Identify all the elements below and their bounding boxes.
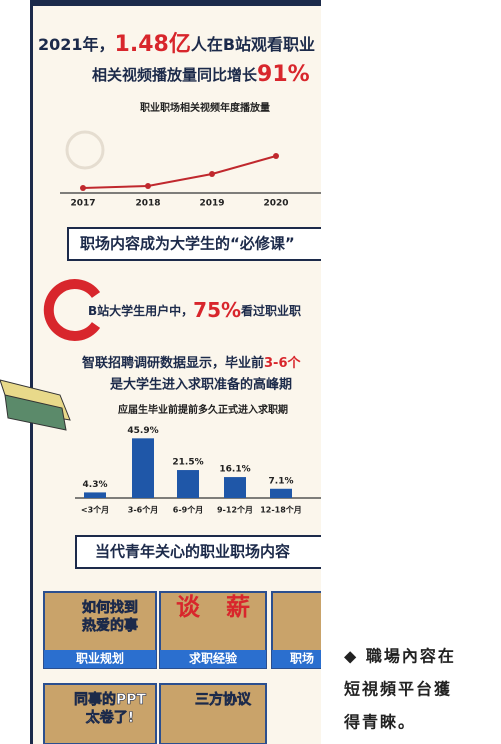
book-decoration: [4, 394, 67, 431]
tile: [159, 683, 267, 744]
x-tick-label: 2018: [135, 199, 160, 209]
c-arc: [43, 279, 101, 341]
tile-overlay: 薪: [226, 593, 250, 621]
tile-overlay: 如何找到: [82, 599, 138, 616]
text-part: 人在B站观看职业: [191, 35, 315, 54]
bar: [224, 477, 246, 498]
tile-overlay: 谈: [176, 593, 201, 621]
bar: [132, 438, 154, 498]
value-label: 45.9%: [127, 426, 158, 436]
x-tick-label: 2020: [263, 199, 288, 209]
rich-text: 相关视频播放量同比增长91%: [92, 62, 310, 87]
x-tick-label: 6-9个月: [173, 505, 203, 515]
tile-overlay: 三方协议: [195, 691, 252, 708]
caption: 得青睞。: [343, 713, 416, 732]
value-label: 4.3%: [83, 480, 108, 490]
text-part: 智联招聘调研数据显示，毕业前: [82, 355, 264, 371]
point: [80, 185, 86, 191]
bar: [84, 492, 106, 498]
chart-title: 应届生毕业前提前多久正式进入求职期: [118, 403, 288, 416]
x-tick-label: 2017: [70, 199, 95, 209]
rich-text: 2021年，1.48亿人在B站观看职业: [38, 32, 315, 57]
tile-overlay: 太卷了!: [86, 709, 134, 726]
text-part: 3-6个: [264, 355, 301, 371]
point: [145, 183, 151, 189]
text-part: 相关视频播放量同比增长: [92, 66, 258, 84]
top-border: [30, 0, 321, 6]
text-part: 看过职业职: [241, 303, 301, 318]
x-tick-label: 2019: [199, 199, 224, 209]
text-part: 1.48亿: [115, 32, 191, 57]
x-tick-label: <3个月: [81, 505, 109, 515]
tile-overlay: 热爱的事: [82, 617, 138, 634]
text-part: 2021年，: [38, 35, 115, 54]
text-part: B站大学生用户中，: [88, 303, 193, 318]
tile-label: 求职经验: [189, 651, 238, 666]
tile-label: 职业规划: [76, 651, 124, 666]
value-label: 16.1%: [219, 465, 250, 475]
point: [209, 171, 215, 177]
caption: 短視頻平台獲: [344, 680, 452, 699]
tile-label-bar: [44, 650, 156, 668]
bar: [270, 488, 292, 498]
line: [82, 155, 277, 189]
rich-text: 智联招聘调研数据显示，毕业前3-6个: [82, 355, 302, 371]
bar: [177, 470, 199, 498]
tile: [43, 683, 157, 744]
section-box: [67, 227, 321, 261]
tile-label-bar: [160, 650, 266, 668]
x-tick-label: 3-6个月: [128, 505, 158, 515]
chart-title: 职业职场相关视频年度播放量: [140, 101, 270, 114]
point: [273, 153, 279, 159]
rich-text: B站大学生用户中，75%看过职业职: [88, 298, 301, 322]
survey-line: 是大学生进入求职准备的高峰期: [109, 377, 292, 393]
value-label: 7.1%: [269, 476, 294, 486]
section-title: 职场内容成为大学生的“必修课”: [80, 235, 295, 253]
left-border: [30, 0, 33, 744]
tile-label-bar: [272, 650, 321, 668]
tile-label: 职场: [290, 652, 314, 666]
section-box: [75, 535, 321, 569]
x-tick-label: 9-12个月: [217, 505, 253, 515]
section-title: 当代青年关心的职业职场内容: [95, 543, 290, 561]
text-part: 75%: [193, 298, 241, 322]
caption: ◆ 職場內容在: [344, 647, 456, 666]
tile-overlay: 同事的PPT: [74, 691, 147, 708]
x-tick-label: 12-18个月: [260, 505, 302, 515]
icon: [65, 130, 105, 170]
text-part: 91%: [257, 62, 310, 87]
value-label: 21.5%: [172, 458, 203, 468]
